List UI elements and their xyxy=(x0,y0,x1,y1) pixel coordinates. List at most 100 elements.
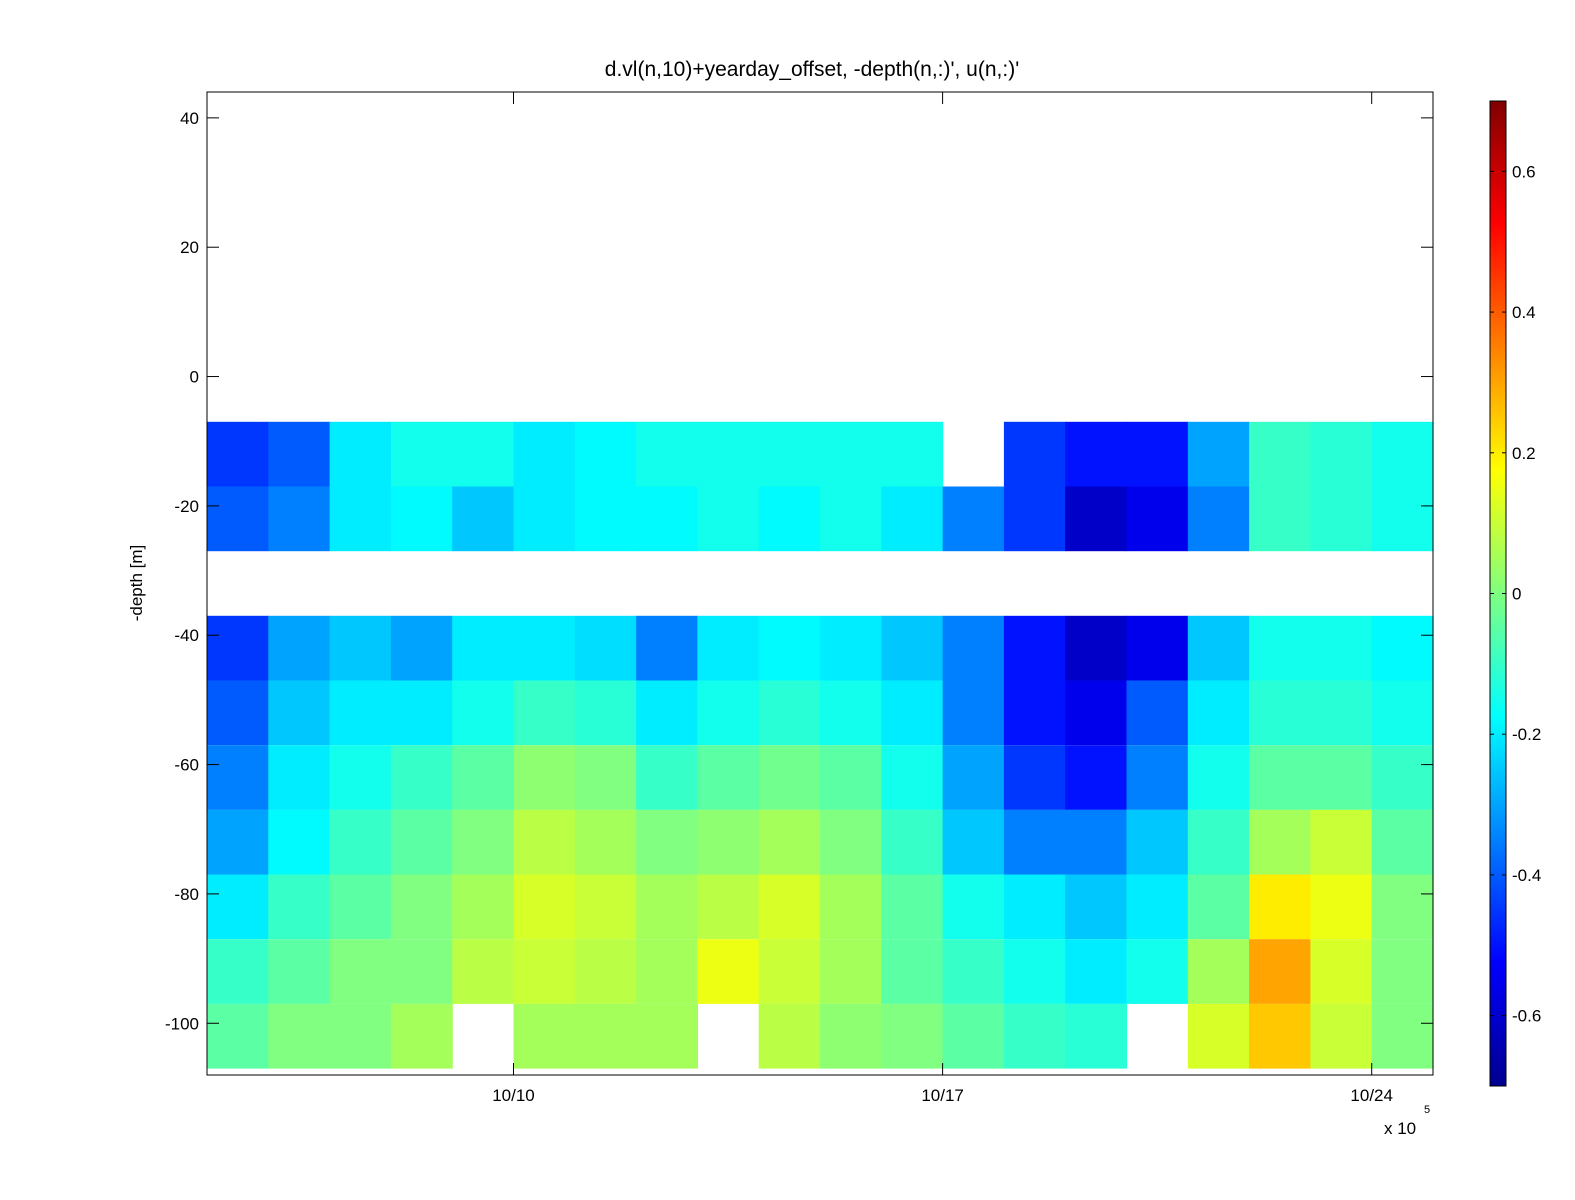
heatmap-cell xyxy=(329,421,392,487)
heatmap-cell xyxy=(942,745,1005,810)
heatmap-cell xyxy=(881,421,944,487)
heatmap-cell xyxy=(881,1003,944,1069)
heatmap-cell xyxy=(1249,680,1311,746)
heatmap-cell xyxy=(636,486,698,552)
heatmap-cell xyxy=(1249,745,1311,810)
heatmap-cell xyxy=(697,486,760,552)
heatmap-cell xyxy=(452,809,515,875)
heatmap-cell xyxy=(1371,874,1434,940)
heatmap-cell xyxy=(329,745,392,810)
heatmap-cell xyxy=(452,680,515,746)
heatmap-cell xyxy=(452,745,515,810)
heatmap-cell xyxy=(758,421,821,487)
heatmap-cell xyxy=(452,421,515,487)
heatmap-cell xyxy=(697,874,760,940)
heatmap-cell xyxy=(758,745,821,810)
heatmap-cell xyxy=(942,809,1005,875)
heatmap-cell xyxy=(1126,421,1189,487)
heatmap-cell xyxy=(207,615,269,681)
heatmap-cell xyxy=(1187,809,1250,875)
heatmap-cell xyxy=(1126,486,1189,552)
heatmap-cell xyxy=(1065,809,1128,875)
heatmap-cell xyxy=(697,745,760,810)
heatmap-cell xyxy=(1187,939,1250,1004)
heatmap-cell xyxy=(881,615,944,681)
heatmap-cell xyxy=(758,939,821,1004)
heatmap-cell xyxy=(881,874,944,940)
heatmap-cell xyxy=(513,486,576,552)
heatmap-cell xyxy=(1371,486,1434,552)
heatmap-cell xyxy=(942,615,1005,681)
heatmap-cell xyxy=(1371,1003,1434,1069)
heatmap-cell xyxy=(697,939,760,1004)
colorbar-tick-label: -0.6 xyxy=(1512,1007,1541,1026)
heatmap-cell xyxy=(1371,745,1434,810)
heatmap-cell xyxy=(1003,421,1066,487)
heatmap-cell xyxy=(1065,745,1128,810)
colorbar-tick-label: 0.6 xyxy=(1512,162,1536,181)
heatmap-cell xyxy=(207,1003,269,1069)
heatmap-cell xyxy=(574,615,637,681)
heatmap-cell xyxy=(1371,680,1434,746)
x-tick-label: 10/24 xyxy=(1350,1086,1393,1105)
heatmap-cell xyxy=(1310,745,1373,810)
y-tick-label: -80 xyxy=(174,885,199,904)
heatmap-cell xyxy=(820,745,882,810)
heatmap-cell xyxy=(574,486,637,552)
heatmap-cell xyxy=(574,874,637,940)
heatmap-cell xyxy=(942,680,1005,746)
heatmap-cell xyxy=(697,809,760,875)
heatmap-cell xyxy=(1003,615,1066,681)
heatmap-cell xyxy=(1065,615,1128,681)
heatmap-cell xyxy=(1310,874,1373,940)
heatmap-cell xyxy=(1187,615,1250,681)
heatmap-cell xyxy=(1187,745,1250,810)
colorbar-tick-label: 0.2 xyxy=(1512,444,1536,463)
heatmap-cell xyxy=(574,1003,637,1069)
heatmap-cell xyxy=(1065,680,1128,746)
heatmap-cell xyxy=(574,421,637,487)
colorbar-tick-label: -0.2 xyxy=(1512,725,1541,744)
heatmap-cell xyxy=(207,486,269,552)
heatmap-cell xyxy=(942,874,1005,940)
heatmap-cell xyxy=(1310,939,1373,1004)
y-tick-label: -60 xyxy=(174,756,199,775)
heatmap-cell xyxy=(207,939,269,1004)
heatmap-cell xyxy=(1371,939,1434,1004)
heatmap-cell xyxy=(207,809,269,875)
heatmap-cell xyxy=(207,680,269,746)
x-exponent-power: 5 xyxy=(1424,1104,1430,1116)
heatmap-cell xyxy=(268,939,331,1004)
heatmap-cell xyxy=(329,809,392,875)
heatmap-cell xyxy=(1310,421,1373,487)
heatmap-cell xyxy=(1187,874,1250,940)
heatmap-cell xyxy=(636,939,698,1004)
heatmap-cell xyxy=(390,874,453,940)
heatmap-cell xyxy=(636,809,698,875)
heatmap-cell xyxy=(820,486,882,552)
heatmap-cell xyxy=(1187,680,1250,746)
heatmap-cell xyxy=(1187,421,1250,487)
heatmap-cell xyxy=(881,939,944,1004)
y-tick-label: -40 xyxy=(174,626,199,645)
x-tick-label: 10/10 xyxy=(492,1086,535,1105)
heatmap-cell xyxy=(1003,809,1066,875)
heatmap-cell xyxy=(758,486,821,552)
heatmap-cell xyxy=(758,874,821,940)
heatmap-cell xyxy=(758,1003,821,1069)
heatmap-cell xyxy=(1249,1003,1311,1069)
heatmap-cell xyxy=(513,939,576,1004)
heatmap-cell xyxy=(1126,680,1189,746)
heatmap-cell xyxy=(1065,486,1128,552)
heatmap-cell xyxy=(1310,1003,1373,1069)
heatmap-cell xyxy=(1310,809,1373,875)
heatmap-cell xyxy=(390,615,453,681)
heatmap-cell xyxy=(390,680,453,746)
heatmap-cell xyxy=(1371,421,1434,487)
y-tick-label: 0 xyxy=(190,368,199,387)
heatmap-cell xyxy=(513,809,576,875)
x-exponent-label: x 10 xyxy=(1384,1119,1416,1138)
heatmap-cell xyxy=(636,421,698,487)
heatmap-cell xyxy=(574,745,637,810)
heatmap-cell xyxy=(452,486,515,552)
